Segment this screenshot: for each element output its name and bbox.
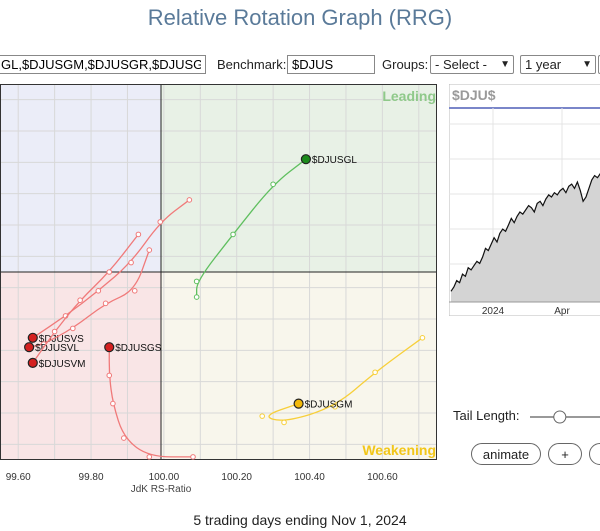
tail-djusgl	[195, 158, 307, 298]
tail-point	[135, 231, 142, 238]
tail-length-label: Tail Length:	[453, 408, 520, 423]
tail-point	[186, 197, 193, 203]
series-label: $DJUSVM	[39, 359, 86, 370]
benchmark-label: Benchmark:	[217, 57, 287, 72]
tail-point	[95, 288, 102, 294]
tail-point	[121, 435, 127, 441]
groups-label: Groups:	[382, 57, 429, 72]
tail-djusvl	[28, 249, 150, 348]
tail-point	[146, 247, 153, 253]
extra-select[interactable]	[598, 55, 600, 74]
tail-point	[259, 413, 266, 419]
tail-point	[110, 400, 116, 407]
series-head-marker[interactable]	[27, 332, 38, 343]
tail-djusgm	[268, 337, 423, 421]
tail-point	[128, 259, 134, 266]
tail-point	[146, 454, 153, 460]
series-head-marker[interactable]	[104, 342, 115, 353]
groups-select-value: - Select -	[435, 57, 488, 72]
series-label: $DJUSVS	[39, 334, 84, 345]
chevron-down-icon: ▼	[582, 59, 592, 70]
quadrant-leading	[161, 84, 437, 272]
plot-border	[0, 84, 437, 460]
slider-thumb[interactable]	[553, 410, 567, 424]
tail-point	[157, 219, 164, 225]
series-label: $DJUSGM	[305, 400, 353, 411]
extra-button[interactable]	[589, 443, 600, 465]
benchmark-xtick-1: 2024	[482, 306, 505, 316]
tail-point	[102, 300, 109, 307]
tail-point	[77, 297, 83, 303]
series-label: $DJUSGS	[115, 343, 161, 354]
rrg-chart: Leading Weakening 99.60 99.80 100.00 100.20…	[0, 84, 437, 495]
series-head-marker[interactable]	[24, 342, 35, 353]
period-select[interactable]: 1 year ▼	[520, 55, 596, 74]
tail-point	[332, 403, 338, 410]
x-axis-label: JdK RS-Ratio	[131, 484, 192, 495]
date-range-footer: 5 trading days ending Nov 1, 2024	[193, 512, 407, 528]
x-tick-label: 100.60	[367, 472, 398, 483]
x-tick-label: 100.40	[294, 472, 325, 483]
series-label: $DJUSVL	[35, 343, 79, 354]
animate-button[interactable]: animate	[471, 443, 541, 465]
tail-point	[230, 231, 236, 238]
benchmark-price-line	[450, 172, 600, 292]
series-label: $DJUSGL	[312, 155, 357, 166]
benchmark-input[interactable]	[287, 55, 375, 74]
tail-djusgs	[108, 347, 194, 458]
symbols-input[interactable]	[0, 55, 206, 74]
tail-point	[193, 278, 200, 285]
tail-point	[372, 369, 378, 376]
tail-point	[190, 454, 196, 460]
tail-djusvm	[32, 234, 139, 364]
benchmark-chart-title: $DJU$	[452, 87, 496, 103]
series-head-marker[interactable]	[293, 398, 304, 409]
leading-label: Leading	[382, 88, 436, 104]
controls-bar: Benchmark: Groups: - Select - ▼ 1 year ▼	[0, 54, 600, 78]
quadrant-lagging	[0, 272, 161, 460]
tail-point	[131, 288, 138, 294]
quadrant-improving	[0, 84, 161, 272]
tail-point	[270, 181, 276, 188]
x-tick-label: 99.80	[79, 472, 104, 483]
period-select-value: 1 year	[525, 57, 562, 72]
benchmark-xtick-2: Apr	[554, 306, 570, 316]
tail-point	[51, 328, 58, 335]
series-head-marker[interactable]	[300, 154, 311, 165]
x-tick-label: 100.00	[149, 472, 180, 483]
tail-point	[193, 294, 200, 300]
chevron-down-icon: ▼	[500, 59, 510, 70]
tail-point	[106, 269, 113, 275]
x-tick-label: 99.60	[6, 472, 31, 483]
benchmark-price-chart: $DJU$ 2024 Apr	[449, 84, 600, 316]
tail-point	[419, 335, 426, 341]
tail-point	[70, 325, 76, 332]
page-title: Relative Rotation Graph (RRG)	[147, 5, 453, 30]
zoom-in-button[interactable]: +	[548, 443, 582, 465]
groups-select[interactable]: - Select - ▼	[430, 55, 514, 74]
x-tick-label: 100.20	[221, 472, 252, 483]
quadrant-weakening	[161, 272, 437, 460]
benchmark-price-area	[451, 173, 600, 302]
tail-point	[106, 372, 113, 379]
tail-point	[281, 419, 287, 426]
series-head-marker[interactable]	[27, 357, 38, 368]
weakening-label: Weakening	[362, 442, 436, 458]
tail-length-slider[interactable]	[530, 410, 600, 424]
